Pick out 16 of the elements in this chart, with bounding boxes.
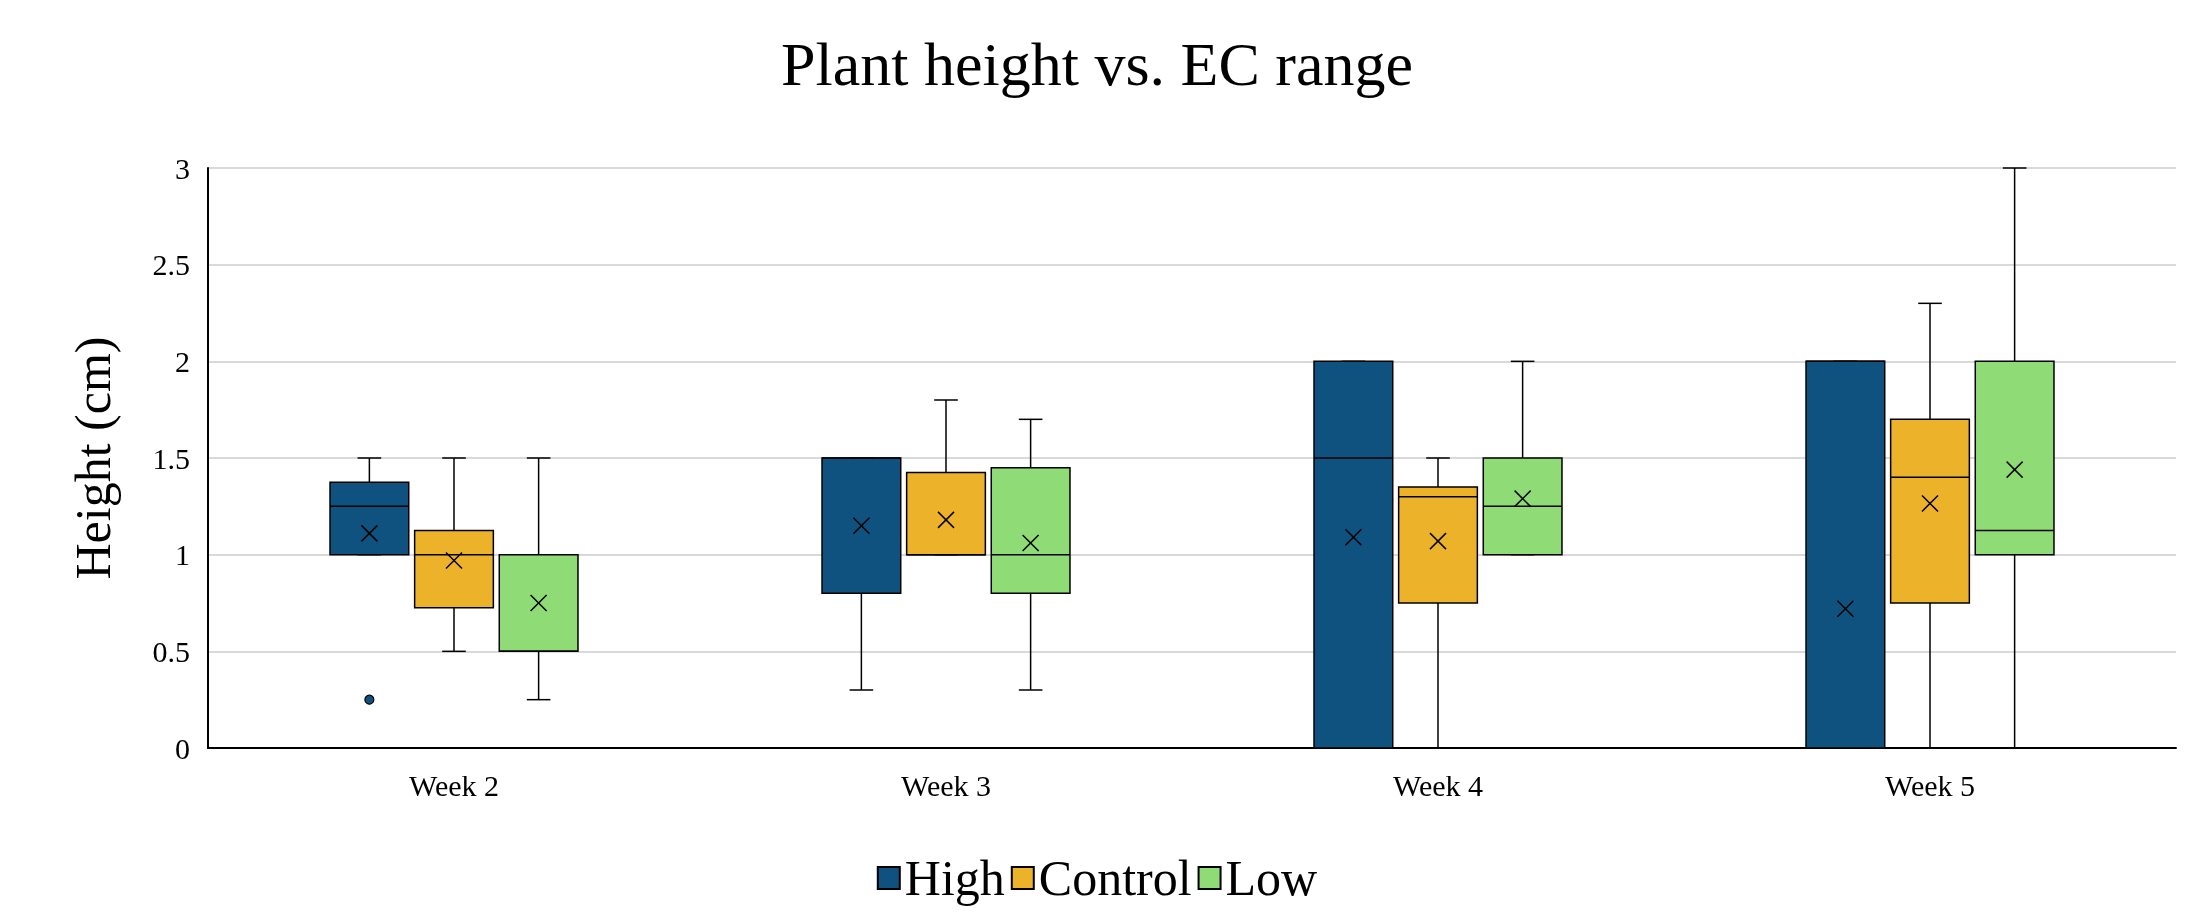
y-tick-label: 2.5	[152, 248, 190, 282]
legend-label: Low	[1225, 850, 1318, 906]
y-tick-label: 0	[175, 731, 190, 765]
legend-label: Control	[1038, 850, 1192, 906]
x-tick-label: Week 5	[1884, 768, 1976, 802]
y-tick-label: 0.5	[152, 634, 190, 668]
y-tick-label: 3	[175, 151, 190, 185]
y-axis-title: Height (cm)	[65, 336, 121, 580]
y-tick-label: 1.5	[152, 441, 190, 475]
legend-label: High	[904, 850, 1005, 906]
x-tick-label: Week 4	[1392, 768, 1484, 802]
chart-title: Plant height vs. EC range	[781, 30, 1413, 98]
y-tick-label: 1	[175, 538, 190, 572]
x-tick-label: Week 3	[900, 768, 992, 802]
y-tick-label: 2	[175, 344, 190, 378]
x-tick-label: Week 2	[408, 768, 500, 802]
